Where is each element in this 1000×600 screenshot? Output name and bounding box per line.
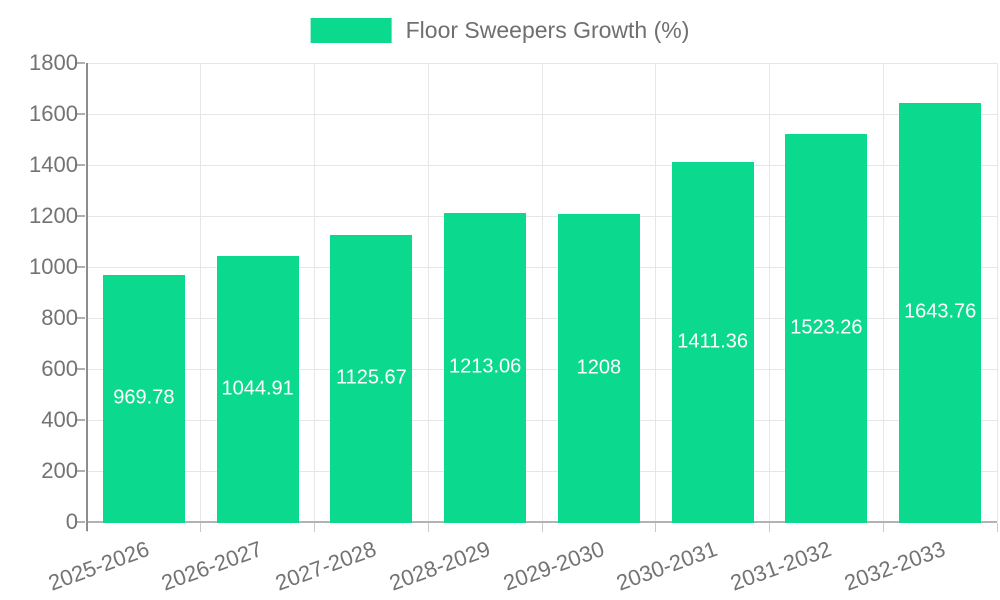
y-axis-tick [75, 419, 85, 421]
bar-value-label: 1213.06 [448, 355, 522, 378]
v-gridline [882, 63, 884, 522]
bar-2029-2030[interactable] [557, 213, 640, 523]
y-tick-label: 1800 [29, 50, 78, 75]
y-tick-label: 800 [41, 305, 78, 330]
bar-2028-2029[interactable] [444, 212, 527, 523]
x-tick-label: 2029-2030 [499, 536, 608, 596]
y-tick-label: 1200 [29, 203, 78, 228]
legend-label: Floor Sweepers Growth (%) [405, 17, 690, 43]
x-tick-label: 2028-2029 [385, 536, 494, 596]
x-axis-tick [882, 523, 884, 532]
y-tick-label: 1000 [29, 254, 78, 279]
y-tick-label: 200 [41, 458, 78, 483]
v-gridline [314, 63, 315, 522]
y-axis-tick [75, 470, 85, 472]
bar-value-label: 1044.91 [221, 377, 294, 400]
bar-2032-2033[interactable] [899, 102, 982, 523]
chart-legend[interactable]: Floor Sweepers Growth (%) [310, 17, 690, 44]
y-axis-tick [75, 266, 85, 268]
x-tick-label: 2031-2032 [727, 536, 835, 596]
bar-value-label: 1523.26 [790, 316, 863, 339]
x-axis-tick [200, 523, 202, 532]
x-tick-label: 2032-2033 [840, 536, 949, 596]
y-tick-label: 400 [41, 407, 78, 432]
bar-value-label: 1411.36 [677, 330, 749, 353]
bar-value-label: 1208 [576, 356, 622, 379]
v-gridline [200, 63, 202, 522]
x-axis-tick [996, 523, 998, 532]
y-axis-tick [75, 368, 85, 370]
x-axis-tick [769, 523, 770, 532]
v-gridline [769, 63, 770, 522]
y-axis-tick [75, 164, 85, 166]
bar-2026-2027[interactable] [216, 255, 299, 523]
x-tick-label: 2026-2027 [158, 536, 266, 596]
v-gridline [655, 63, 657, 522]
y-axis-tick [75, 113, 85, 115]
y-tick-label: 0 [65, 509, 78, 534]
x-axis-tick [427, 523, 429, 532]
y-tick-label: 1600 [29, 101, 78, 126]
bar-value-label: 1125.67 [335, 366, 407, 389]
x-tick-label: 2030-2031 [613, 536, 721, 596]
y-axis-tick [75, 521, 85, 523]
v-gridline [541, 63, 543, 522]
bar-value-label: 1643.76 [903, 300, 977, 323]
legend-swatch-icon [310, 18, 392, 43]
x-tick-label: 2027-2028 [272, 536, 380, 596]
x-tick-label: 2025-2026 [44, 536, 153, 596]
y-axis-tick [75, 215, 85, 217]
v-gridline [427, 63, 429, 522]
x-axis-tick [314, 523, 315, 532]
y-axis-tick [75, 317, 85, 319]
x-axis-tick [655, 523, 657, 532]
bar-2030-2031[interactable] [671, 162, 754, 523]
bar-2025-2026[interactable] [102, 274, 185, 523]
bar-2031-2032[interactable] [785, 133, 868, 523]
x-axis-line [87, 521, 997, 523]
v-gridline [996, 63, 998, 522]
y-tick-label: 600 [41, 356, 78, 381]
y-axis-line [86, 63, 88, 531]
y-axis-tick [75, 62, 85, 64]
bar-2027-2028[interactable] [330, 234, 413, 523]
y-tick-label: 1400 [29, 152, 78, 177]
bar-value-label: 969.78 [113, 386, 175, 409]
x-axis-tick [541, 523, 543, 532]
